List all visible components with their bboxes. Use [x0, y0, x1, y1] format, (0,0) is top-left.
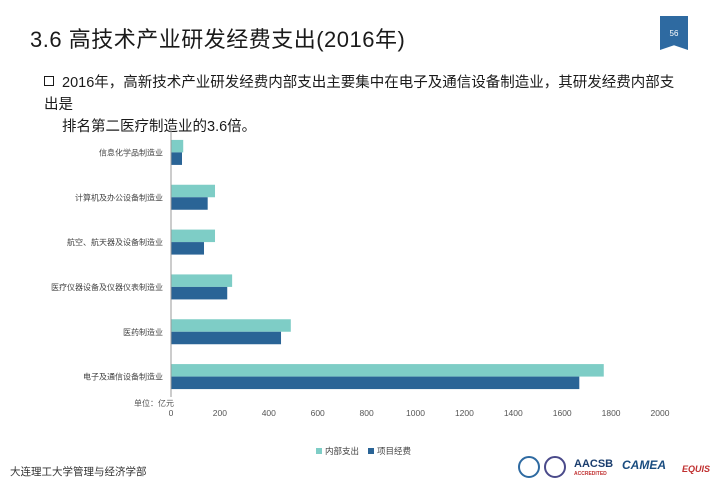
category-label-0: 信息化学品制造业 — [99, 147, 163, 157]
bar-series1-5 — [171, 364, 604, 377]
bar-series1-0 — [171, 139, 184, 153]
bar-series2-4 — [171, 331, 282, 345]
bar-series2-0 — [171, 152, 183, 165]
category-label-1: 计算机及办公设备制造业 — [75, 192, 163, 202]
x-tick-label-6: 1200 — [455, 408, 474, 418]
legend-label-series1: 内部支出 — [325, 446, 359, 456]
x-tick-label-2: 400 — [262, 408, 276, 418]
university-seal-icon — [518, 456, 540, 478]
bullet-text: 2016年，高新技术产业研发经费内部支出主要集中在电子及通信设备制造业，其研发经… — [44, 72, 684, 138]
aacsb-logo: AACSB — [574, 458, 614, 470]
bar-series1-4 — [171, 319, 291, 332]
bar-series1-1 — [171, 184, 216, 198]
x-tick-label-10: 2000 — [651, 408, 670, 418]
page-number-badge: 56 — [660, 16, 688, 50]
bar-series1-2 — [171, 229, 216, 243]
x-tick-label-0: 0 — [169, 408, 174, 418]
bar-series2-1 — [171, 197, 208, 210]
x-tick-label-1: 200 — [213, 408, 227, 418]
footer-text: 大连理工大学管理与经济学部 — [10, 466, 147, 478]
x-tick-label-9: 1800 — [602, 408, 621, 418]
category-label-2: 航空、航天器及设备制造业 — [67, 237, 163, 247]
aacsb-sub-logo: ACCREDITED — [574, 471, 607, 477]
category-label-3: 医疗仪器设备及仪器仪表制造业 — [51, 282, 163, 292]
bar-series2-2 — [171, 242, 205, 255]
x-tick-label-8: 1600 — [553, 408, 572, 418]
bar-series2-5 — [171, 376, 580, 390]
bar-series1-3 — [171, 274, 233, 287]
legend-swatch-series1 — [316, 448, 322, 454]
x-tick-label-5: 1000 — [406, 408, 425, 418]
accreditation-logos: AACSB ACCREDITED CAMEA EQUIS — [518, 452, 714, 482]
equis-logo: EQUIS — [682, 464, 711, 474]
camea-logo: CAMEA — [622, 458, 666, 472]
x-tick-label-7: 1400 — [504, 408, 523, 418]
category-label-5: 电子及通信设备制造业 — [83, 372, 163, 382]
bar-series2-3 — [171, 286, 228, 300]
x-tick-label-3: 600 — [311, 408, 325, 418]
bullet-line-2: 排名第二医疗制造业的3.6倍。 — [62, 119, 257, 135]
school-seal-icon — [544, 456, 566, 478]
bullet-square-icon — [44, 76, 54, 86]
bullet-line-1: 2016年，高新技术产业研发经费内部支出主要集中在电子及通信设备制造业，其研发经… — [44, 75, 675, 113]
slide-title: 3.6 高技术产业研发经费支出(2016年) — [30, 27, 406, 52]
x-tick-label-4: 800 — [360, 408, 374, 418]
legend-swatch-series2 — [368, 448, 374, 454]
legend-label-series2: 项目经费 — [377, 446, 412, 456]
category-label-4: 医药制造业 — [123, 327, 163, 337]
unit-label: 单位：亿元 — [134, 398, 174, 408]
